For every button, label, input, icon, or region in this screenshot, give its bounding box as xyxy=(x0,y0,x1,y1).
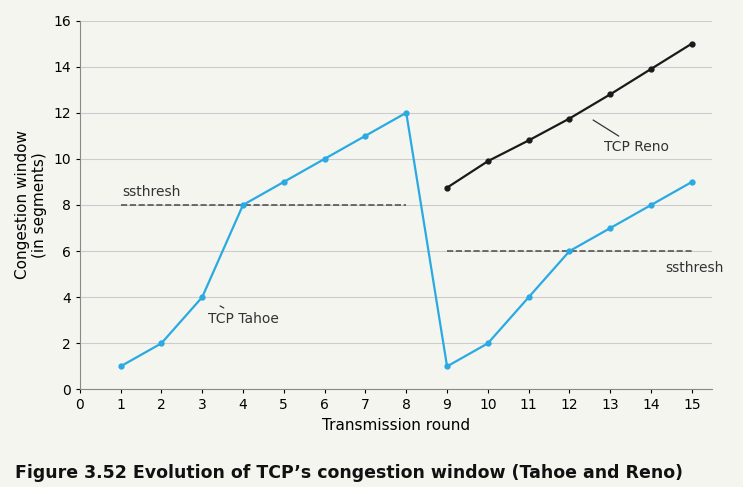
Text: ssthresh: ssthresh xyxy=(666,262,724,276)
Text: Figure 3.52 Evolution of TCP’s congestion window (Tahoe and Reno): Figure 3.52 Evolution of TCP’s congestio… xyxy=(15,464,683,482)
Y-axis label: Congestion window
(in segments): Congestion window (in segments) xyxy=(15,131,48,280)
Text: TCP Reno: TCP Reno xyxy=(593,120,669,154)
Text: ssthresh: ssthresh xyxy=(123,185,181,199)
X-axis label: Transmission round: Transmission round xyxy=(322,418,470,433)
Text: TCP Tahoe: TCP Tahoe xyxy=(208,306,279,326)
